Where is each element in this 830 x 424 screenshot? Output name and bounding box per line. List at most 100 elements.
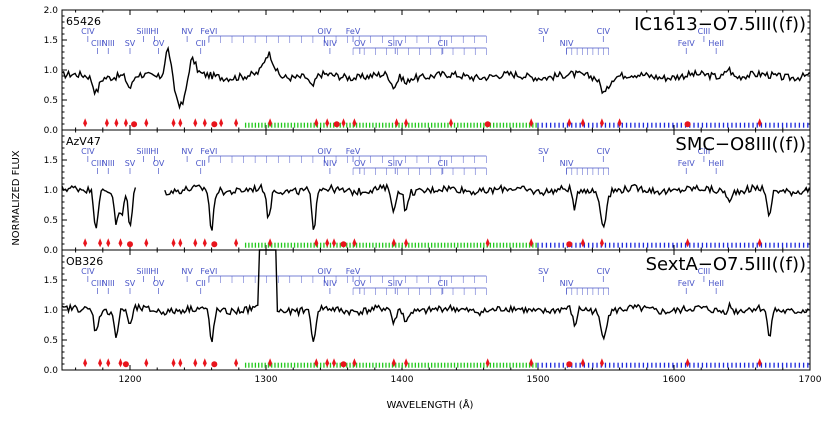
ion-label: OIV [317, 27, 332, 36]
mask-marks [83, 238, 809, 248]
ion-label: FeV [346, 147, 361, 156]
red-diamond [529, 238, 534, 248]
red-diamond [268, 238, 273, 248]
ion-label: NIII [102, 279, 115, 288]
ion-label: FeV [346, 267, 361, 276]
red-diamond [404, 238, 409, 248]
red-diamond [757, 238, 762, 248]
red-diamond [106, 358, 111, 368]
ion-label: SiIII [136, 27, 150, 36]
red-diamond [234, 358, 239, 368]
red-diamond [193, 118, 198, 128]
ion-label: SV [538, 147, 549, 156]
y-axis-label: NORMALIZED FLUX [11, 150, 22, 245]
red-diamond [757, 358, 762, 368]
ion-label: NIV [323, 159, 337, 168]
ion-label: FeVI [200, 267, 217, 276]
red-diamond [352, 118, 357, 128]
ion-label: FeVI [200, 27, 217, 36]
red-dot [127, 241, 133, 248]
red-dot [211, 121, 218, 128]
ion-label: SiIV [388, 279, 404, 288]
red-diamond [234, 118, 239, 128]
x-tick-label: 1700 [799, 375, 822, 385]
red-dot [340, 361, 347, 368]
ion-label: SV [125, 279, 136, 288]
red-diamond [394, 118, 399, 128]
y-tick-label: 2.0 [44, 6, 59, 16]
ion-label: OV [354, 279, 366, 288]
red-diamond [332, 238, 336, 248]
ion-label: CIII [698, 267, 711, 276]
red-diamond [178, 238, 183, 248]
x-tick-label: 1400 [391, 375, 414, 385]
mask-marks [83, 358, 809, 368]
red-diamond [114, 118, 119, 128]
red-diamond [171, 358, 176, 368]
red-diamond [202, 358, 207, 368]
ion-label: CIII [91, 39, 104, 48]
y-tick-label: 1.5 [44, 36, 58, 46]
red-diamond [325, 238, 330, 248]
y-tick-label: 0.5 [44, 216, 58, 226]
ion-label: FeV [346, 27, 361, 36]
red-dot [131, 121, 138, 128]
x-tick-label: 1200 [119, 375, 142, 385]
red-diamond [178, 358, 183, 368]
x-tick-label: 1600 [663, 375, 686, 385]
ion-label: NIII [102, 159, 115, 168]
ion-label: FeIV [678, 39, 695, 48]
panel-title: SextA−O7.5III((f)) [646, 254, 806, 275]
ion-label: NIV [323, 39, 337, 48]
ion-label: HeII [708, 279, 724, 288]
ion-label: NIV [560, 39, 574, 48]
red-diamond [83, 118, 88, 128]
ion-label: SV [125, 159, 136, 168]
ion-label: CII [196, 39, 206, 48]
ion-label: HeII [708, 159, 724, 168]
red-diamond [234, 238, 239, 248]
red-diamond [580, 118, 585, 128]
red-diamond [268, 118, 273, 128]
ion-label: SiIV [388, 159, 404, 168]
red-dot [122, 361, 129, 368]
red-diamond [352, 238, 357, 248]
ion-label: CII [196, 159, 206, 168]
ion-label: CII [438, 279, 448, 288]
x-axis-label: WAVELENGTH (Å) [387, 398, 474, 411]
red-diamond [391, 238, 396, 248]
red-diamond [529, 358, 534, 368]
red-diamond [106, 238, 111, 248]
y-tick-label: 0.5 [44, 96, 58, 106]
red-diamond [599, 118, 604, 128]
ion-label: CIV [81, 147, 95, 156]
ion-label: HI [150, 267, 158, 276]
x-tick-label: 1300 [255, 375, 278, 385]
ion-label: CIV [597, 267, 611, 276]
ion-label: OIV [317, 267, 332, 276]
ion-label: NIV [560, 279, 574, 288]
red-diamond [485, 238, 490, 248]
red-diamond [529, 118, 534, 128]
panel-star-id: AzV47 [66, 135, 101, 148]
red-diamond [171, 238, 176, 248]
ion-label: SV [538, 27, 549, 36]
y-tick-label: 1.5 [44, 156, 58, 166]
red-dot [566, 241, 573, 248]
y-tick-label: 1.0 [44, 306, 59, 316]
red-diamond [448, 118, 453, 128]
red-diamond [314, 358, 319, 368]
red-diamond [332, 358, 336, 368]
red-diamond [98, 238, 103, 248]
ion-label: HI [150, 27, 158, 36]
red-dot [333, 121, 340, 128]
red-diamond [314, 238, 319, 248]
ion-label: CIV [597, 27, 611, 36]
red-diamond [144, 238, 149, 248]
red-diamond [219, 118, 224, 128]
spectrum-line [61, 184, 137, 229]
red-diamond [599, 238, 604, 248]
ion-label: OIV [317, 147, 332, 156]
ion-label: NIV [560, 159, 574, 168]
